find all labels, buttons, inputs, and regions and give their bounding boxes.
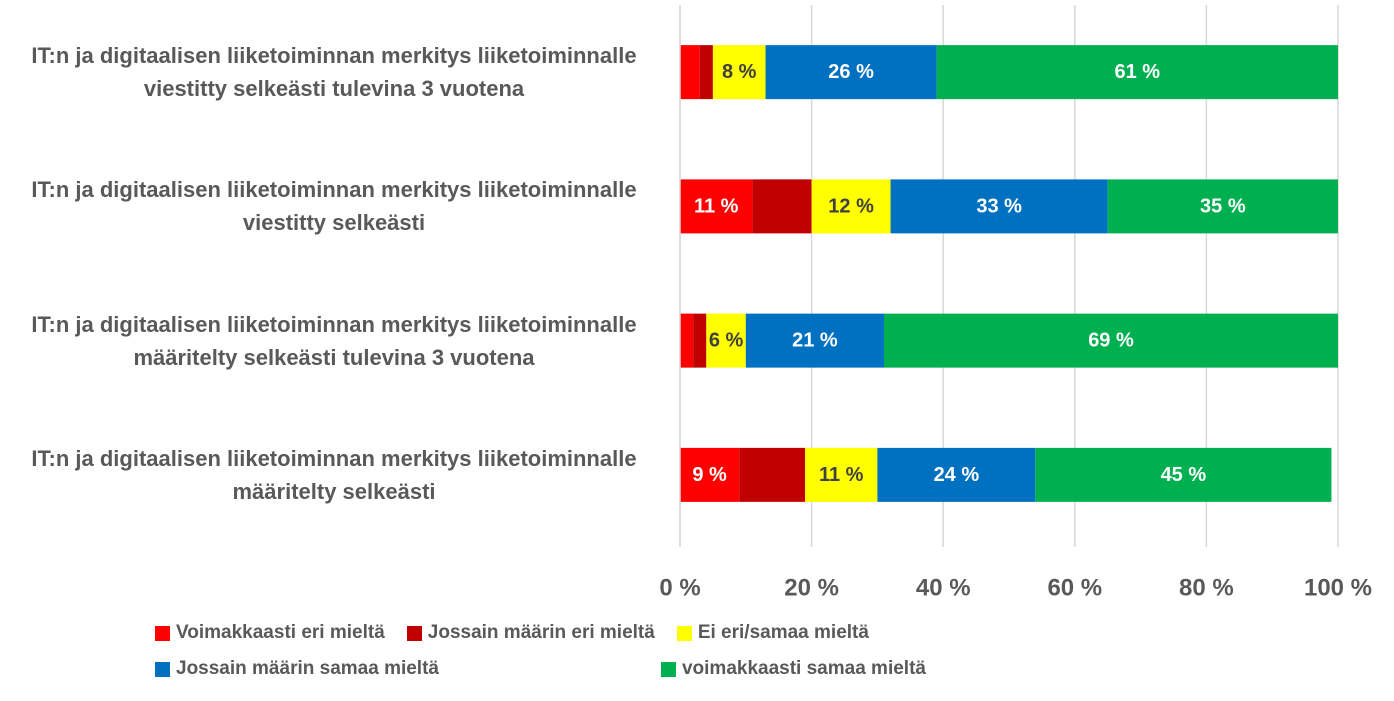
x-tick-label: 20 % xyxy=(784,575,839,602)
bar-segment xyxy=(811,179,891,234)
data-label: 11 % xyxy=(819,464,864,486)
legend-label: Jossain määrin samaa mieltä xyxy=(176,658,439,679)
legend-swatch xyxy=(155,625,170,641)
data-label: 6 % xyxy=(709,330,744,352)
bar-segment xyxy=(752,179,812,234)
bar-segment xyxy=(765,45,937,100)
bar-segment xyxy=(805,447,878,502)
bar-segment xyxy=(877,447,1036,502)
bar-segment xyxy=(890,179,1108,234)
data-label: 24 % xyxy=(934,464,980,486)
bar-segment xyxy=(1107,179,1338,234)
category-label: IT:n ja digitaalisen liiketoiminnan merk… xyxy=(31,445,637,504)
bar-segment xyxy=(680,447,740,502)
x-tick-label: 80 % xyxy=(1179,575,1234,602)
data-label: 45 % xyxy=(1161,464,1207,486)
bar-segment xyxy=(680,179,753,234)
legend-label: voimakkaasti samaa mieltä xyxy=(681,658,926,679)
legend-item: Jossain määrin samaa mieltä xyxy=(155,658,439,680)
bar-segment xyxy=(699,45,713,100)
legend-swatch xyxy=(155,661,170,677)
legend-label: Jossain määrin eri mieltä xyxy=(427,622,655,643)
bar-segment xyxy=(706,313,746,368)
legend-label: Voimakkaasti eri mieltä xyxy=(176,622,385,643)
data-label: 11 % xyxy=(694,195,739,217)
category-label: IT:n ja digitaalisen liiketoiminnan merk… xyxy=(31,311,637,370)
x-tick-label: 60 % xyxy=(1047,575,1102,602)
data-label: 9 % xyxy=(692,464,727,486)
bar-segment xyxy=(739,447,806,502)
data-label: 69 % xyxy=(1088,330,1134,352)
legend-label: Ei eri/samaa mieltä xyxy=(697,622,869,643)
category-label: IT:n ja digitaalisen liiketoiminnan merk… xyxy=(31,43,637,102)
legend-swatch xyxy=(406,625,422,641)
bar-segment xyxy=(1035,447,1332,502)
data-label: 21 % xyxy=(792,330,838,352)
data-label: 33 % xyxy=(976,195,1022,217)
x-tick-label: 0 % xyxy=(659,575,700,602)
bar-segment xyxy=(680,45,700,100)
bar-segment xyxy=(712,45,766,100)
bar-segment xyxy=(936,45,1338,100)
bar-segment xyxy=(680,313,694,368)
data-label: 61 % xyxy=(1115,61,1161,83)
x-tick-label: 100 % xyxy=(1304,575,1372,602)
legend: Voimakkaasti eri mieltä Jossain määrin er… xyxy=(155,622,1255,680)
bar-segment xyxy=(745,313,884,368)
data-label: 26 % xyxy=(828,61,874,83)
x-tick-label: 40 % xyxy=(916,575,971,602)
data-label: 12 % xyxy=(828,195,874,217)
legend-item: Jossain määrin eri mieltä xyxy=(406,622,655,644)
legend-item: Ei eri/samaa mieltä xyxy=(676,622,869,644)
legend-item: voimakkaasti samaa mieltä xyxy=(660,658,926,680)
data-label: 8 % xyxy=(722,61,757,83)
legend-item: Voimakkaasti eri mieltä xyxy=(155,622,385,644)
category-label: IT:n ja digitaalisen liiketoiminnan merk… xyxy=(31,177,637,236)
legend-swatch xyxy=(676,625,692,641)
legend-swatch xyxy=(660,661,676,677)
data-label: 35 % xyxy=(1200,195,1246,217)
bar-segment xyxy=(693,313,707,368)
bar-segment xyxy=(883,313,1338,368)
